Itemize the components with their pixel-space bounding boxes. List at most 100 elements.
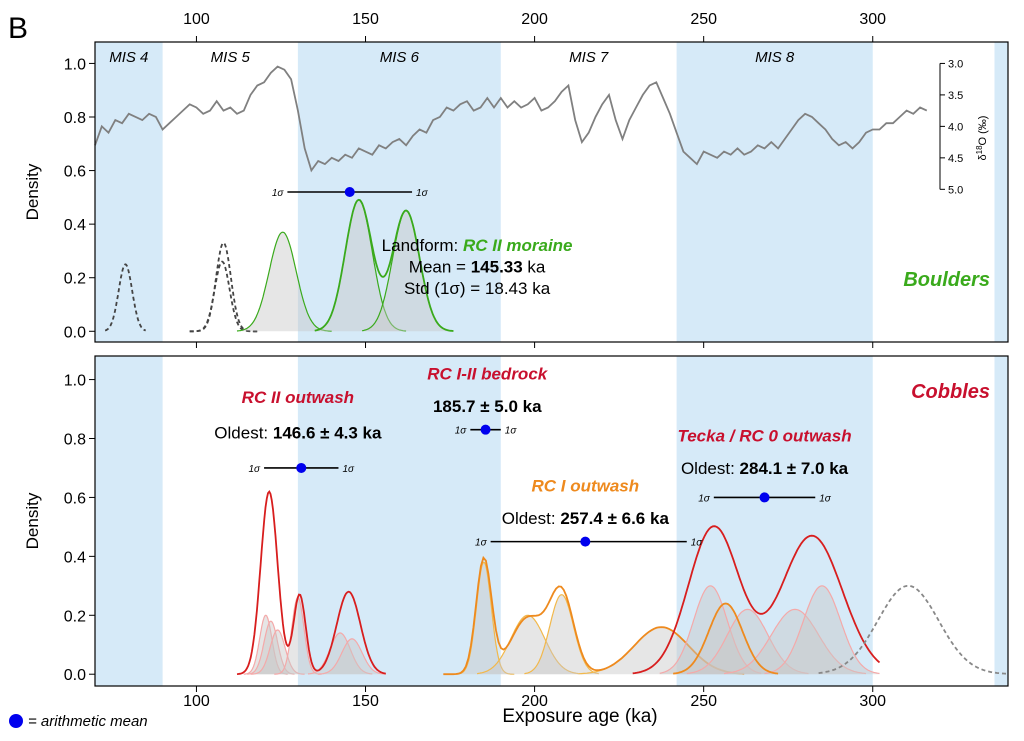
sigma-label-left: 1σ: [455, 426, 468, 437]
mis-band: [994, 42, 1008, 342]
panel-boulders: MIS 4 MIS 5 MIS 6 MIS 7 MIS 8 0.0 0.2 0.4 0.6 0.8…: [23, 36, 1009, 348]
pdf-fill: [453, 562, 515, 675]
y-tick-label: 1.0: [64, 56, 86, 73]
top-x-tick-label: 150: [352, 11, 379, 28]
bottom-x-tick-label: 200: [521, 693, 548, 710]
panel-label: B: [8, 12, 28, 45]
y-tick-label: 0.0: [64, 324, 86, 341]
pdf-curve: [443, 555, 745, 676]
group-label-boulders: Boulders: [903, 269, 990, 291]
y-tick-label: 0.2: [64, 608, 86, 625]
d18o-tick-label: 5.0: [948, 184, 963, 196]
top-x-tick-label: 100: [183, 11, 210, 28]
pdf-fill: [477, 615, 579, 675]
y-tick-label: 1.0: [64, 373, 86, 390]
d18o-tick-label: 3.5: [948, 90, 963, 102]
mis-band: [297, 356, 501, 686]
y-tick-label: 0.6: [64, 490, 86, 507]
annotation: RC II outwash: [242, 388, 354, 407]
sigma-label-right: 1σ: [505, 426, 518, 437]
y-tick-label: 0.8: [64, 432, 86, 449]
annotation: Oldest: 284.1 ± 7.0 ka: [681, 459, 849, 478]
mis-label: MIS 4: [109, 49, 148, 66]
mis-band: [676, 42, 873, 342]
y-tick-label: 0.4: [64, 217, 86, 234]
d18o-axis-label: δ18O (‰): [975, 116, 990, 161]
pdf-fill: [250, 630, 305, 675]
annotation: Landform: RC II moraine: [382, 236, 573, 255]
bottom-x-tick-label: 100: [183, 693, 210, 710]
group-label-cobbles: Cobbles: [911, 381, 990, 403]
d18o-tick-label: 4.5: [948, 153, 963, 165]
panel-frame: [94, 41, 1009, 343]
pdf-curve: [673, 602, 779, 675]
pdf-fill: [318, 638, 386, 675]
pdf-curve: [314, 198, 454, 332]
mis-label: MIS 8: [755, 49, 795, 66]
annotation: Std (1σ) = 18.43 ka: [404, 279, 551, 298]
mean-marker: [344, 187, 355, 197]
mean-marker: [580, 536, 591, 547]
pdf-fill: [578, 627, 745, 675]
pdf-curve: [818, 584, 1009, 675]
pdf-fill: [243, 615, 288, 675]
y-tick-label: 0.2: [64, 271, 86, 288]
annotation: RC I outwash: [531, 477, 639, 496]
top-x-tick-label: 250: [690, 11, 717, 28]
mis-label: MIS 5: [211, 49, 251, 66]
mis-label: MIS 7: [569, 49, 609, 66]
top-x-tick-label: 300: [859, 11, 886, 28]
annotation: Oldest: 146.6 ± 4.3 ka: [214, 424, 382, 443]
pdf-curve: [236, 231, 332, 332]
y-axis-label: Density: [23, 163, 42, 220]
pdf-fill: [524, 594, 599, 675]
panel-cobbles: 0.0 0.2 0.4 0.6 0.8 1.0 Density 1σ 1σ 1σ 1σ 1σ 1σ 1σ 1…: [23, 355, 1009, 692]
bottom-x-tick-label: 150: [352, 693, 379, 710]
pdf-curve: [764, 585, 880, 675]
annotation: 185.7 ± 5.0 ka: [433, 397, 542, 416]
sigma-label-left: 1σ: [475, 538, 488, 549]
y-tick-label: 0.4: [64, 549, 86, 566]
pdf-curve: [189, 260, 258, 333]
mis-band: [994, 356, 1008, 686]
y-tick-label: 0.8: [64, 110, 86, 127]
pdf-curve: [250, 629, 305, 675]
sigma-label-left: 1σ: [248, 464, 261, 475]
pdf-fill: [362, 210, 454, 332]
mis-label: MIS 6: [380, 49, 420, 66]
d18o-tick-label: 3.0: [948, 58, 963, 70]
d18o-record-line: [94, 65, 928, 173]
mean-legend-dot: [9, 714, 23, 728]
panel-frame: [94, 355, 1009, 687]
mean-legend-text: = arithmetic mean: [28, 713, 148, 730]
y-axis-label: Density: [23, 492, 42, 549]
x-axis-label: Exposure age (ka): [502, 706, 657, 727]
mean-marker: [480, 424, 491, 435]
sigma-label-right: 1σ: [819, 493, 832, 504]
pdf-curve: [243, 614, 288, 675]
pdf-curve: [104, 263, 146, 332]
bottom-x-tick-label: 300: [859, 693, 886, 710]
mis-band: [95, 42, 163, 342]
sigma-label-right: 1σ: [416, 188, 429, 199]
pdf-curve: [686, 608, 809, 675]
mean-marker: [296, 462, 307, 473]
pdf-fill: [247, 621, 295, 675]
annotation: Mean = 145.33 ka: [409, 257, 546, 276]
pdf-fill: [274, 597, 322, 675]
d18o-tick-label: 4.0: [948, 121, 963, 133]
pdf-curve: [189, 241, 258, 333]
pdf-curve: [477, 614, 579, 675]
pdf-curve: [318, 638, 386, 675]
pdf-curve: [236, 489, 386, 675]
top-x-tick-label: 200: [521, 11, 548, 28]
sigma-label-right: 1σ: [691, 538, 704, 549]
pdf-curve: [632, 525, 881, 675]
y-tick-label: 0.0: [64, 667, 86, 684]
y-tick-label: 0.6: [64, 164, 86, 181]
annotation: Tecka / RC 0 outwash: [677, 426, 851, 445]
sigma-label-left: 1σ: [698, 493, 711, 504]
annotation: Oldest: 257.4 ± 6.6 ka: [502, 509, 670, 528]
pdf-fill: [764, 585, 880, 675]
bottom-x-tick-label: 250: [690, 693, 717, 710]
